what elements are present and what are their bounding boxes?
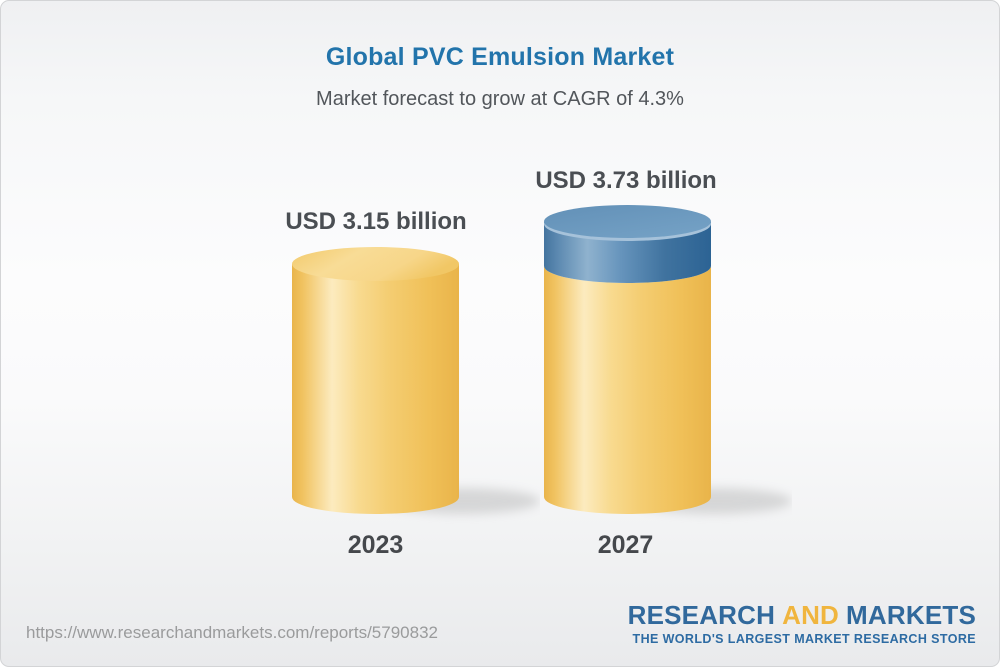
logo-wordmark: RESEARCH AND MARKETS xyxy=(628,602,976,628)
logo-word-and: AND xyxy=(782,600,840,630)
category-label-2027: 2027 xyxy=(597,531,654,559)
bar-2027-top-cap xyxy=(544,205,711,238)
value-label-2023: USD 3.15 billion xyxy=(285,208,467,235)
bar-2027-cylinder xyxy=(544,205,792,514)
bar-2023-cylinder xyxy=(292,247,540,514)
logo-tagline: THE WORLD'S LARGEST MARKET RESEARCH STOR… xyxy=(632,632,976,646)
chart-subtitle: Market forecast to grow at CAGR of 4.3% xyxy=(316,88,684,110)
bar-2023-top-cap xyxy=(292,247,459,281)
value-label-2027: USD 3.73 billion xyxy=(535,167,717,194)
logo-word-markets: MARKETS xyxy=(846,600,976,630)
research-and-markets-logo: RESEARCH AND MARKETS THE WORLD'S LARGEST M… xyxy=(628,602,976,646)
bar-2023-body xyxy=(292,264,459,514)
report-url-link[interactable]: https://www.researchandmarkets.com/repor… xyxy=(26,623,438,642)
category-label-2023: 2023 xyxy=(347,531,404,559)
bar-2027-body-gold xyxy=(544,266,711,514)
chart-title: Global PVC Emulsion Market xyxy=(325,43,675,71)
logo-word-research: RESEARCH xyxy=(627,600,776,630)
